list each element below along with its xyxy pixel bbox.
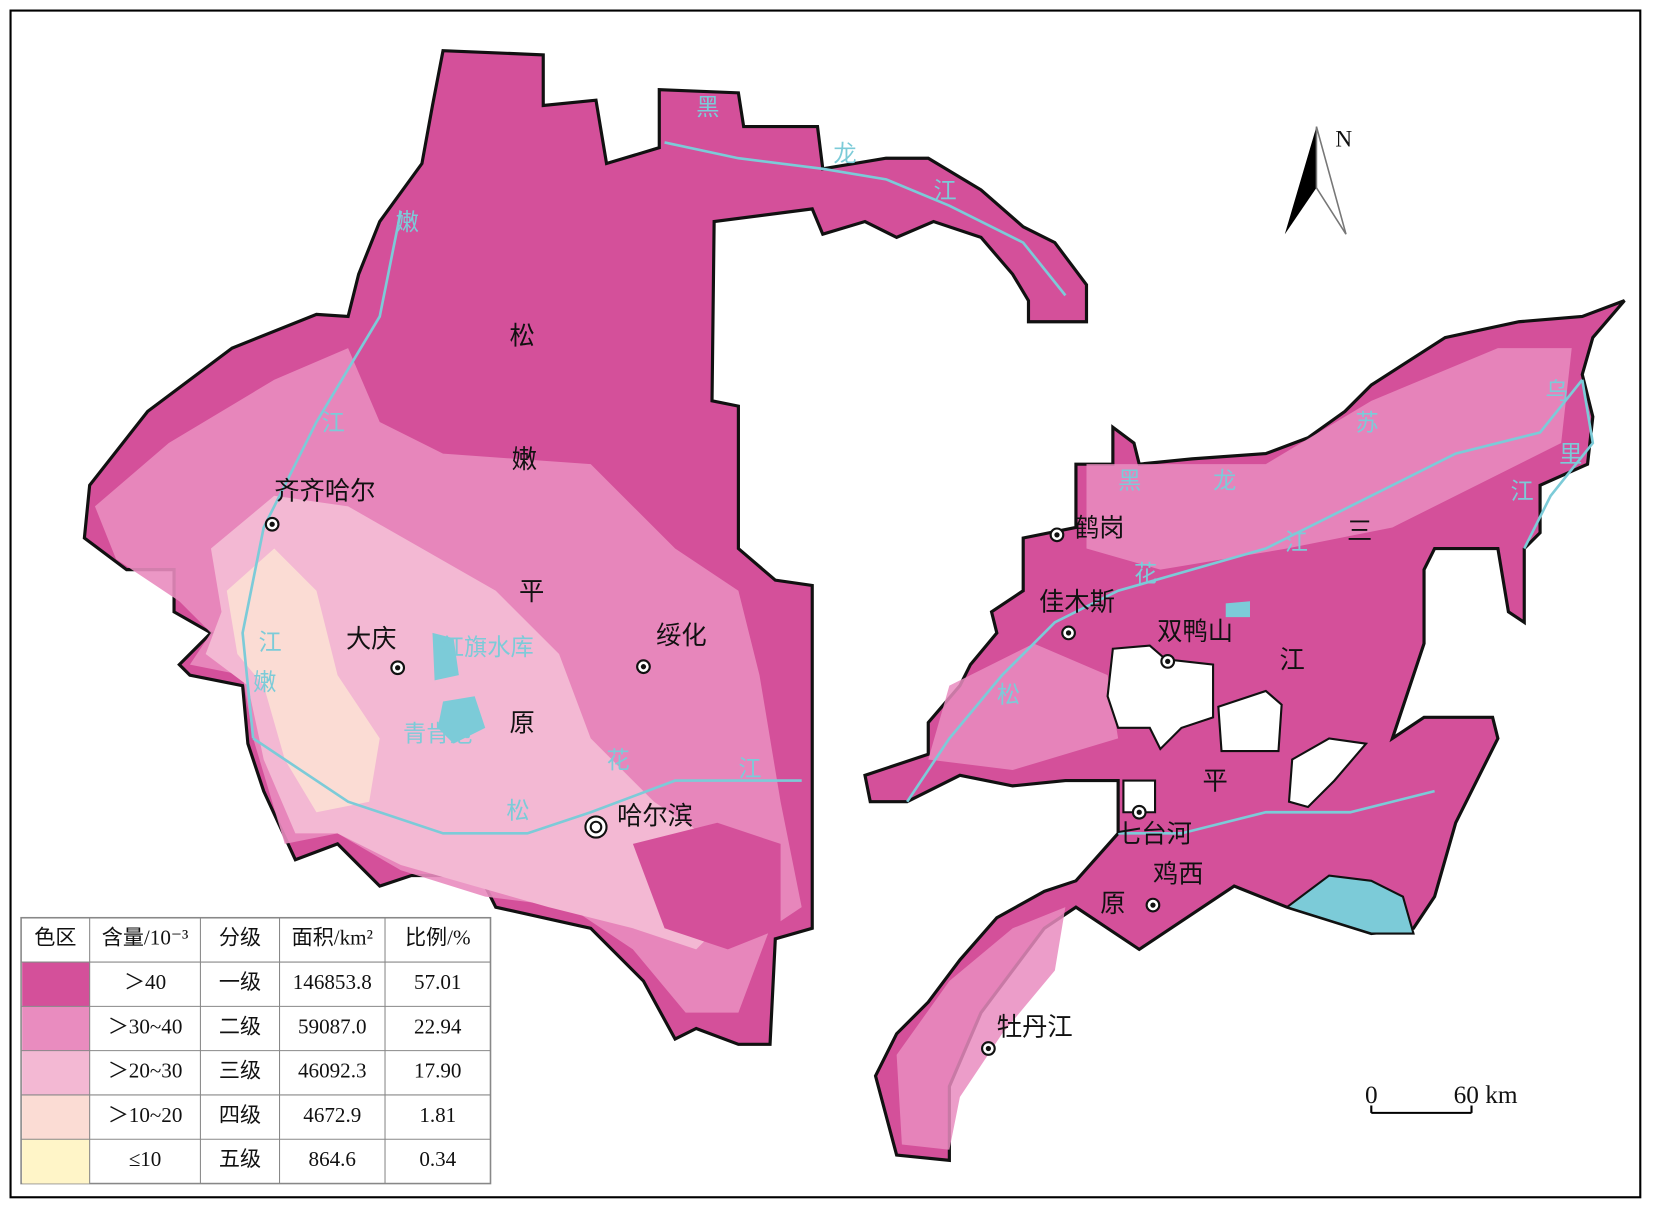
water-label: 苏 [1355,410,1378,437]
legend-cell: 57.01 [414,970,461,994]
city-label: 鹤岗 [1074,514,1125,543]
legend-cell: 二级 [219,1014,261,1038]
region-label: 原 [1100,889,1125,918]
north-label: N [1335,127,1352,153]
water-label: 嫩 [253,669,276,696]
frame [9,9,1642,1199]
legend-header: 含量/10⁻³ [102,926,189,950]
region-label: 松 [509,322,534,351]
water-label: 黑 [696,94,719,121]
scale-label: 0 [1365,1081,1378,1109]
water-label: 江 [322,410,345,437]
water-label: 里 [1559,441,1582,468]
legend-cell: 46092.3 [298,1059,367,1083]
legend-cell: 三级 [219,1059,261,1083]
legend-cell: 一级 [219,970,261,994]
legend-swatch [22,1139,90,1184]
legend-header: 色区 [34,926,76,950]
east-hole [1217,689,1283,753]
region-label: 嫩 [512,445,537,474]
city-label: 齐齐哈尔 [274,477,375,506]
legend-swatch [22,1094,90,1140]
region-label: 平 [519,577,544,606]
legend-cell: 1.81 [419,1103,456,1127]
east-hole [1287,737,1369,809]
city-dots [269,521,1171,1052]
city-label: 佳木斯 [1039,587,1115,616]
east-light-zone [896,348,1572,1150]
water-label: 花 [607,747,630,774]
city-label: 哈尔滨 [617,802,693,831]
scale-label: 60 km [1454,1081,1518,1109]
region-label: 三 [1347,517,1372,546]
legend-header: 分级 [219,926,261,950]
water-label: 乌 [1545,378,1568,405]
legend-cell: ＞40 [124,970,166,994]
water-label: 黑 [1118,468,1141,495]
water-label: 松 [506,798,529,825]
legend-swatch [22,1050,90,1095]
legend-header: 比例/% [405,926,471,950]
north-arrow [1284,126,1317,235]
water-label: 江 [1285,529,1308,556]
legend-cell: 4672.9 [303,1103,361,1127]
city-label: 七台河 [1116,819,1192,848]
region-label: 原 [509,709,534,738]
region-label: 平 [1203,767,1228,796]
legend-cell: 17.90 [414,1059,461,1083]
water-label: 江 [738,756,761,783]
water-label: 江 [934,178,957,205]
legend-cell: ＞10~20 [108,1103,183,1127]
legend-cell: ≤10 [129,1147,162,1171]
legend-cell: 59087.0 [298,1014,367,1038]
water-label: 龙 [833,141,856,168]
legend-swatch [22,962,90,1007]
water-label: 江 [1511,478,1534,505]
north-arrow [1315,126,1347,235]
lake [1284,874,1415,935]
city-label: 绥化 [656,621,707,650]
east-hole [1122,779,1157,814]
water-label: 红旗水库 [441,634,534,661]
water-label: 嫩 [396,209,419,236]
legend-header: 面积/km² [292,926,373,950]
water-label: 松 [997,682,1020,709]
city-label: 大庆 [346,624,397,653]
legend-cell: 四级 [219,1103,261,1127]
city-label: 鸡西 [1153,860,1204,889]
legend-cell: 146853.8 [293,970,372,994]
legend-swatch [22,1006,90,1051]
region-label: 江 [1280,645,1305,674]
city-label: 牡丹江 [997,1012,1073,1041]
legend-cell: 0.34 [419,1147,456,1171]
legend-cell: ＞20~30 [108,1059,183,1083]
legend: 色区 含量/10⁻³ 分级 面积/km² 比例/% ＞40 一级 146853.8 57.01 ＞… [20,916,492,1185]
rivers [241,141,1595,835]
legend-cell: 22.94 [414,1014,462,1038]
legend-cell: 五级 [219,1147,261,1171]
east-hole [1106,644,1215,751]
legend-cell: 864.6 [309,1147,356,1171]
water-label: 江 [258,629,281,656]
west-dark-patch [632,822,781,950]
city-label: 双鸭山 [1157,617,1233,646]
west-dry-zone [226,548,380,813]
water-label: 花 [1134,560,1157,587]
legend-cell: ＞30~40 [108,1014,183,1038]
water-label: 青肯泡 [403,721,473,748]
water-label: 龙 [1213,468,1236,495]
